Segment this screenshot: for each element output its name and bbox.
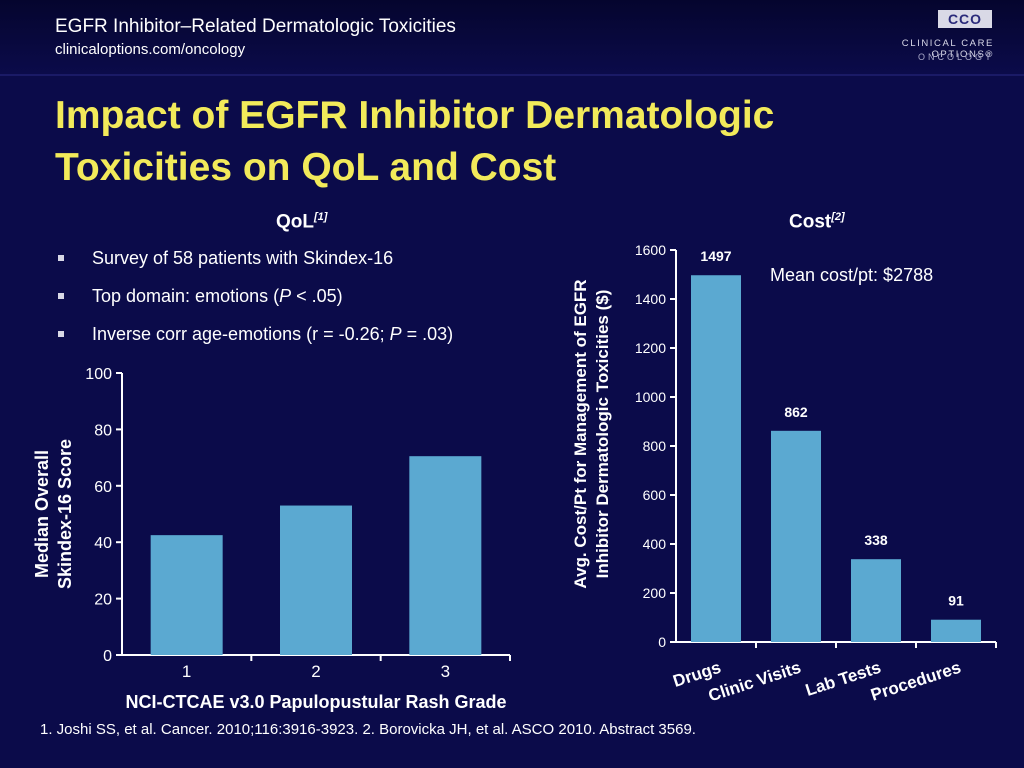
y-tick-label: 800	[643, 438, 667, 454]
y-tick-label: 0	[103, 648, 112, 665]
y-tick-label: 1400	[635, 291, 666, 307]
header-url: clinicaloptions.com/oncology	[55, 41, 246, 58]
qol-heading: QoL[1]	[276, 211, 327, 233]
slide-title-line2: Toxicities on QoL and Cost	[55, 146, 557, 189]
data-label: 862	[784, 404, 808, 420]
y-axis-label-line2: Inhibitor Dermatologic Toxicities ($)	[593, 290, 612, 579]
header-bar: EGFR Inhibitor–Related Dermatologic Toxi…	[0, 0, 1024, 76]
cost-heading-text: Cost	[789, 211, 832, 233]
y-tick-label: 20	[94, 592, 112, 609]
cost-heading: Cost[2]	[789, 211, 845, 233]
y-tick-label: 0	[658, 634, 666, 650]
data-label: 338	[864, 532, 888, 548]
x-tick-label: Clinic Visits	[706, 658, 803, 706]
bar	[150, 535, 223, 655]
cco-logo-icon: CCO	[938, 10, 992, 28]
bullet-text: < .05)	[291, 286, 343, 306]
qol-ref: [1]	[314, 211, 328, 223]
bullet-item: Top domain: emotions (P < .05)	[58, 284, 558, 308]
logo-text: CLINICAL CARE OPTIONS®	[901, 38, 994, 60]
x-tick-label: 1	[182, 662, 191, 681]
x-tick-label: Procedures	[868, 658, 963, 705]
y-tick-label: 1000	[635, 389, 666, 405]
data-label: 91	[948, 593, 964, 609]
bar	[771, 430, 821, 642]
bullet-item: Inverse corr age-emotions (r = -0.26; P …	[58, 322, 558, 346]
y-axis-label: Avg. Cost/Pt for Management of EGFR Inhib…	[571, 279, 612, 588]
bullet-italic: P	[279, 286, 292, 306]
bar	[691, 275, 741, 642]
y-axis-label-line1: Avg. Cost/Pt for Management of EGFR	[571, 279, 590, 588]
bullet-text: Top domain: emotions (	[92, 286, 280, 306]
y-tick-label: 1600	[635, 242, 666, 258]
bullet-text: Survey of 58 patients with Skindex-16	[92, 248, 394, 268]
bullet-text: = .03)	[401, 324, 454, 344]
bar	[851, 559, 901, 642]
x-axis-label: NCI-CTCAE v3.0 Papulopustular Rash Grade	[125, 692, 506, 712]
qol-heading-text: QoL	[276, 211, 314, 233]
y-tick-label: 60	[94, 479, 112, 496]
y-tick-label: 200	[643, 585, 667, 601]
bullet-italic: P	[389, 324, 402, 344]
qol-bullet-list: Survey of 58 patients with Skindex-16 To…	[58, 246, 558, 360]
data-label: 1497	[700, 248, 731, 264]
logo-subtext: ONCOLOGY	[917, 52, 994, 62]
bar	[931, 619, 981, 642]
y-tick-label: 100	[85, 366, 112, 383]
bullet-text: Inverse corr age-emotions (r = -0.26;	[92, 324, 390, 344]
bar	[409, 456, 482, 655]
y-tick-label: 80	[94, 422, 112, 439]
slide-title: Impact of EGFR Inhibitor Dermatologic To…	[55, 90, 955, 194]
y-axis-label-line2: Skindex-16 Score	[55, 439, 75, 589]
x-tick-label: 3	[441, 662, 450, 681]
slide-title-line1: Impact of EGFR Inhibitor Dermatologic	[55, 94, 775, 137]
y-tick-label: 40	[94, 535, 112, 552]
y-tick-label: 1200	[635, 340, 666, 356]
y-tick-label: 400	[643, 536, 667, 552]
y-tick-label: 600	[643, 487, 667, 503]
cost-ref: [2]	[831, 211, 845, 223]
x-tick-label: 2	[311, 662, 320, 681]
bar	[280, 505, 352, 655]
header-title: EGFR Inhibitor–Related Dermatologic Toxi…	[55, 16, 456, 37]
bullet-item: Survey of 58 patients with Skindex-16	[58, 246, 558, 270]
footer-references: 1. Joshi SS, et al. Cancer. 2010;116:391…	[40, 721, 696, 738]
y-axis-label-line1: Median Overall	[32, 450, 52, 578]
y-axis-label: Median Overall Skindex-16 Score	[32, 439, 75, 589]
mean-cost-note: Mean cost/pt: $2788	[770, 265, 934, 285]
